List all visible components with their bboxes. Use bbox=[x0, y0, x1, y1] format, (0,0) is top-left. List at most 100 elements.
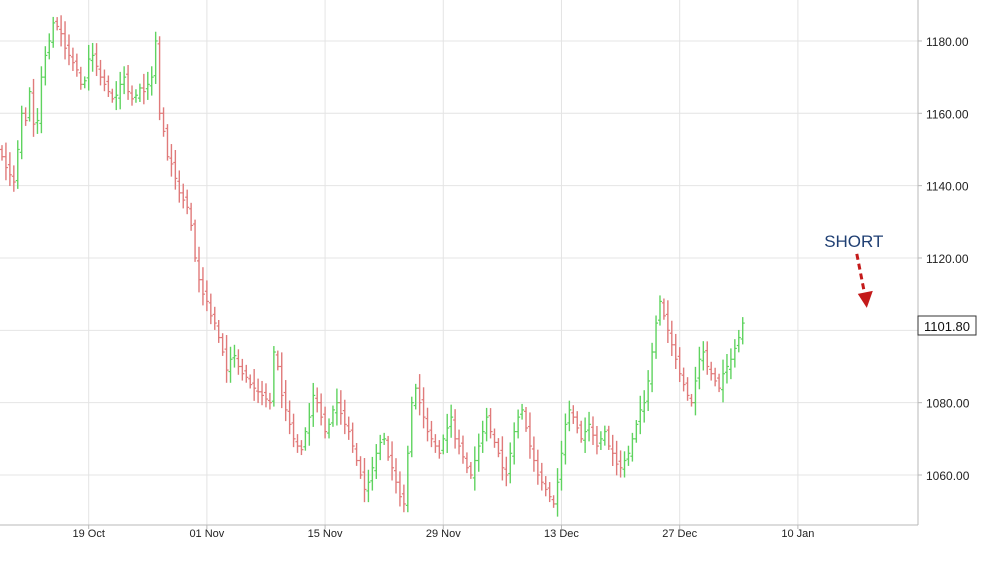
ohlc-bar bbox=[728, 348, 733, 380]
ohlc-bar bbox=[732, 339, 737, 368]
ohlc-bar bbox=[169, 144, 174, 177]
ohlc-bar bbox=[425, 407, 430, 442]
ohlc-bar bbox=[110, 88, 115, 103]
x-tick-label: 13 Dec bbox=[544, 528, 579, 540]
ohlc-bar bbox=[516, 409, 521, 439]
ohlc-bar bbox=[591, 416, 595, 445]
short-annotation: SHORT bbox=[824, 232, 883, 308]
y-tick-label: 1140.00 bbox=[926, 180, 969, 194]
ohlc-bar bbox=[634, 420, 639, 443]
ohlc-bar bbox=[59, 15, 64, 47]
ohlc-bar bbox=[665, 300, 670, 344]
ohlc-bar bbox=[677, 347, 682, 383]
ohlc-bar bbox=[145, 71, 150, 100]
ohlc-bar bbox=[283, 380, 288, 422]
ohlc-bar bbox=[366, 469, 371, 503]
ohlc-bar bbox=[350, 422, 355, 453]
y-tick-label: 1080.00 bbox=[926, 397, 970, 411]
ohlc-bar bbox=[401, 484, 406, 513]
ohlc-bar bbox=[492, 428, 497, 448]
ohlc-bar bbox=[736, 329, 741, 353]
last-price-tag: 1101.80 bbox=[917, 315, 977, 336]
ohlc-bar bbox=[630, 432, 635, 462]
ohlc-bar bbox=[413, 383, 418, 410]
ohlc-bar bbox=[500, 436, 505, 481]
ohlc-bar bbox=[587, 411, 592, 442]
y-tick-label: 1180.00 bbox=[926, 35, 969, 49]
ohlc-bar bbox=[397, 471, 402, 507]
ohlc-bar bbox=[212, 306, 217, 330]
ohlc-bar bbox=[74, 53, 79, 77]
ohlc-bar bbox=[433, 434, 438, 453]
ohlc-bar bbox=[15, 140, 20, 189]
y-tick-label: 1060.00 bbox=[926, 469, 970, 483]
ohlc-bar bbox=[362, 458, 367, 503]
ohlc-bar bbox=[543, 476, 548, 497]
ohlc-bar bbox=[484, 407, 489, 442]
ohlc-bar bbox=[130, 85, 135, 106]
ohlc-bar bbox=[267, 392, 272, 410]
x-tick-label: 10 Jan bbox=[781, 528, 814, 540]
ohlc-bar bbox=[315, 387, 320, 413]
ohlc-bar bbox=[673, 333, 678, 370]
ohlc-bar bbox=[555, 468, 560, 517]
ohlc-bar bbox=[409, 396, 414, 458]
ohlc-bar bbox=[594, 425, 599, 455]
ohlc-bar bbox=[0, 145, 4, 161]
ohlc-bar bbox=[512, 422, 517, 465]
y-tick-label: 1160.00 bbox=[926, 107, 969, 121]
ohlc-bar bbox=[468, 461, 473, 479]
ohlc-bar bbox=[559, 440, 564, 491]
ohlc-bar bbox=[216, 320, 221, 343]
ohlc-bar bbox=[256, 378, 261, 404]
ohlc-bar bbox=[453, 409, 458, 449]
ohlc-bar bbox=[583, 417, 588, 453]
y-tick-label: 1120.00 bbox=[926, 252, 969, 266]
short-annotation-arrowhead bbox=[857, 290, 873, 308]
x-tick-label: 19 Oct bbox=[72, 528, 104, 540]
ohlc-bar bbox=[193, 219, 198, 262]
ohlc-bar bbox=[7, 152, 12, 187]
ohlc-bar bbox=[287, 400, 292, 435]
short-annotation-arrow-shaft bbox=[855, 253, 868, 301]
ohlc-bar bbox=[579, 420, 584, 443]
ohlc-bar bbox=[457, 429, 462, 455]
ohlc-bar bbox=[661, 298, 666, 320]
ohlc-bar bbox=[228, 346, 233, 383]
ohlc-bar bbox=[496, 438, 501, 458]
ohlc-bar bbox=[689, 393, 694, 407]
ohlc-bar bbox=[126, 65, 131, 100]
ohlc-bar bbox=[224, 335, 229, 383]
ohlc-bar bbox=[618, 450, 623, 478]
ohlc-bar bbox=[685, 377, 690, 401]
ohlc-bar bbox=[86, 44, 91, 91]
ohlc-bar bbox=[208, 293, 213, 325]
ohlc-bar bbox=[547, 482, 552, 503]
ohlc-bar bbox=[311, 382, 316, 427]
ohlc-bar bbox=[441, 434, 446, 455]
ohlc-bar bbox=[437, 440, 442, 459]
ohlc-bar bbox=[94, 43, 99, 77]
ohlc-bar bbox=[82, 76, 87, 89]
ohlc-bar bbox=[531, 436, 536, 472]
ohlc-bar bbox=[319, 393, 324, 426]
ohlc-bar bbox=[177, 170, 182, 203]
ohlc-bar bbox=[47, 33, 52, 60]
y-tick-labels: 1060.001080.001100.001120.001140.001160.… bbox=[926, 35, 970, 483]
ohlc-bar bbox=[102, 69, 107, 92]
ohlc-bar bbox=[460, 435, 465, 464]
ohlc-bar bbox=[204, 280, 209, 312]
ohlc-bar bbox=[567, 400, 572, 432]
ohlc-bar bbox=[669, 320, 674, 357]
ohlc-bar bbox=[472, 446, 477, 491]
ohlc-bar bbox=[571, 405, 576, 424]
ohlc-bar bbox=[709, 361, 714, 381]
ohlc-bar bbox=[106, 75, 111, 97]
ohlc-bar bbox=[563, 413, 568, 465]
ohlc-bar bbox=[307, 403, 312, 446]
last-price-label: 1101.80 bbox=[924, 319, 970, 334]
ohlc-bar bbox=[464, 452, 469, 474]
ohlc-bar bbox=[606, 425, 611, 450]
ohlc-bar bbox=[51, 16, 56, 48]
